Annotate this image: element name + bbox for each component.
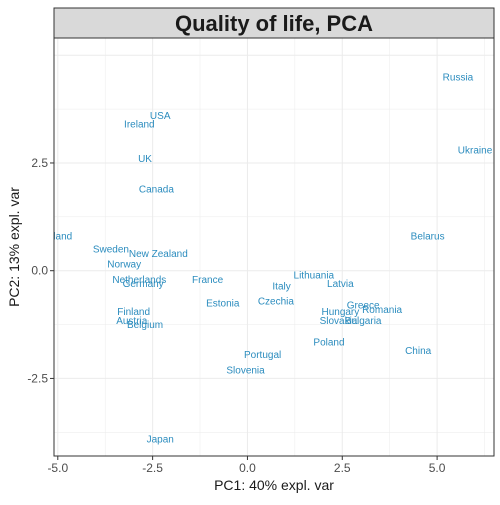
point-label-netherlands: Netherlands (112, 275, 166, 286)
point-label-belarus: Belarus (411, 232, 445, 243)
point-label-france: France (192, 275, 224, 286)
point-label-italy: Italy (272, 281, 290, 292)
point-label-ukraine: Ukraine (458, 146, 493, 157)
point-label-japan: Japan (147, 434, 174, 445)
title-strip (53, 7, 495, 39)
point-label-germany: Germany (123, 279, 164, 290)
plot-border (53, 37, 495, 457)
y-axis-label: PC2: 13% expl. var (6, 187, 22, 307)
point-label-lithuania: Lithuania (294, 271, 335, 282)
x-tick-label: 0.0 (239, 461, 256, 475)
x-tick-label: 5.0 (429, 461, 446, 475)
point-label-norway: Norway (107, 260, 141, 271)
point-label-canada: Canada (139, 184, 174, 195)
x-axis-label: PC1: 40% expl. var (214, 477, 334, 493)
point-label-greece: Greece (347, 301, 380, 312)
y-tick-label: 0.0 (31, 264, 48, 278)
point-label-switzerland: Switzerland (21, 232, 73, 243)
plot-panel (54, 38, 494, 456)
point-label-czechia: Czechia (258, 296, 295, 307)
x-tick-label: -2.5 (142, 461, 163, 475)
grid-lines (54, 38, 494, 456)
point-label-usa: USA (150, 111, 171, 122)
point-label-poland: Poland (313, 337, 344, 348)
point-label-russia: Russia (443, 72, 474, 83)
axes: -5.0 -2.5 0.0 2.5 5.0 -2.5 0.0 2.5 (27, 156, 445, 475)
point-label-romania: Romania (362, 305, 402, 316)
point-label-belgium: Belgium (127, 320, 163, 331)
y-tick-label: 2.5 (31, 156, 48, 170)
point-label-sweden: Sweden (93, 245, 129, 256)
x-tick-label: 2.5 (334, 461, 351, 475)
point-label-slovenia: Slovenia (226, 365, 265, 376)
point-label-estonia: Estonia (206, 299, 240, 310)
point-label-ireland: Ireland (124, 120, 155, 131)
point-label-austria: Austria (116, 316, 148, 327)
point-label-finland: Finland (117, 307, 150, 318)
point-label-portugal: Portugal (244, 350, 281, 361)
point-label-latvia: Latvia (327, 279, 354, 290)
y-tick-label: -2.5 (27, 371, 48, 385)
point-label-bulgaria: Bulgaria (345, 316, 382, 327)
point-label-uk: UK (138, 154, 152, 165)
x-tick-label: -5.0 (47, 461, 68, 475)
point-label-new-zealand: New Zealand (129, 249, 188, 260)
point-label-slovakia: Slovakia (320, 316, 358, 327)
chart-title: Quality of life, PCA (175, 11, 373, 36)
point-label-china: China (405, 346, 432, 357)
point-label-hungary: Hungary (321, 307, 359, 318)
